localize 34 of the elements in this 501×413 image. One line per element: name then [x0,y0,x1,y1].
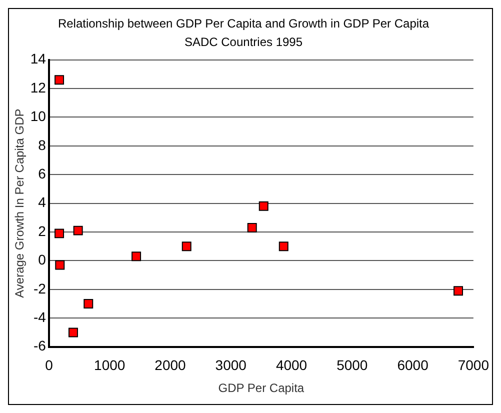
x-tick-label: 6000 [397,357,429,374]
y-tick-label: 2 [38,222,46,239]
y-tick-label: 0 [38,252,46,268]
y-axis-title: Average Growth In Per Capita GDP [12,108,27,298]
y-tick-label: 10 [30,108,46,124]
x-tick-label: 2000 [154,357,186,374]
chart-subtitle: SADC Countries 1995 [184,34,303,49]
x-tick-label: 7000 [458,357,490,374]
y-tick-label: -4 [34,308,46,325]
y-tick-label: 6 [38,165,46,182]
point [454,286,464,296]
y-tick-label: 8 [38,136,46,153]
x-tick-label: 3000 [215,357,247,374]
y-tick-label: 4 [38,194,46,210]
point [247,222,257,232]
point [73,226,83,236]
y-tick-label: 12 [30,79,46,96]
x-tick-label: 4000 [276,357,308,374]
point [182,242,192,252]
point [258,201,268,211]
y-tick-label: 14 [30,50,46,67]
y-tick-label: -6 [34,338,46,354]
chart-title: Relationship between GDP Per Capita and Growth in GDP Per Capita [58,16,430,31]
point [132,252,142,262]
point [55,260,65,270]
x-tick-label: 1000 [94,357,126,374]
point [84,299,94,308]
x-axis-title: GDP Per Capita [218,381,304,396]
y-tick-label: -2 [34,280,46,296]
x-tick-label: 5000 [336,357,368,374]
point [54,228,64,238]
point [54,75,64,85]
point [278,242,288,252]
point [68,328,78,338]
